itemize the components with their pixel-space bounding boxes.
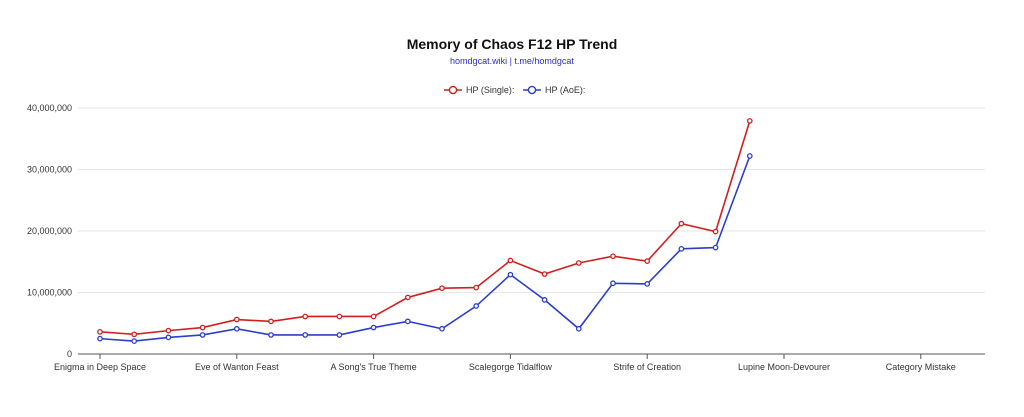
data-point[interactable] <box>404 318 411 325</box>
y-tick-label: 40,000,000 <box>27 103 72 113</box>
legend-marker <box>527 85 537 95</box>
y-tick-label: 10,000,000 <box>27 288 72 298</box>
series-hp-single <box>97 118 753 338</box>
data-point[interactable] <box>712 244 719 251</box>
axes: 0 10,000,000 20,000,000 30,000,000 40,000,00… <box>27 103 985 372</box>
x-tick-label: Strife of Creation <box>613 362 681 372</box>
data-point[interactable] <box>370 324 377 331</box>
data-point[interactable] <box>131 338 138 344</box>
data-point[interactable] <box>404 294 411 301</box>
data-point[interactable] <box>233 325 240 332</box>
x-tick-label: A Song's True Theme <box>331 362 417 372</box>
x-tick-label: Category Mistake <box>886 362 956 372</box>
series-lines <box>97 118 753 344</box>
data-point[interactable] <box>678 245 685 252</box>
y-tick-label: 0 <box>67 349 72 359</box>
y-tick-label: 30,000,000 <box>27 165 72 175</box>
x-tick-label: Scalegorge Tidalflow <box>469 362 553 372</box>
x-tick-label: Lupine Moon-Devourer <box>738 362 830 372</box>
data-point[interactable] <box>199 332 206 338</box>
y-tick-label: 20,000,000 <box>27 226 72 236</box>
legend[interactable]: HP (Single): HP (AoE): <box>444 85 585 95</box>
data-point[interactable] <box>439 325 445 332</box>
data-point[interactable] <box>233 316 240 323</box>
grid-lines <box>78 107 985 293</box>
series-line <box>99 120 751 336</box>
data-point[interactable] <box>610 280 616 287</box>
data-point[interactable] <box>165 327 172 334</box>
data-point[interactable] <box>644 258 651 264</box>
data-point[interactable] <box>97 329 103 335</box>
data-point[interactable] <box>473 284 480 291</box>
data-point[interactable] <box>678 220 685 227</box>
data-point[interactable] <box>541 271 548 277</box>
data-point[interactable] <box>302 332 309 338</box>
data-point[interactable] <box>644 281 651 287</box>
data-point[interactable] <box>712 228 719 235</box>
data-point[interactable] <box>165 334 172 341</box>
data-point[interactable] <box>439 285 445 292</box>
x-tick-label: Eve of Wanton Feast <box>195 362 279 372</box>
data-point[interactable] <box>336 332 343 338</box>
data-point[interactable] <box>268 318 274 325</box>
legend-item-hp-aoe[interactable]: HP (AoE): <box>523 85 585 95</box>
data-point[interactable] <box>473 303 480 309</box>
data-point[interactable] <box>507 271 514 278</box>
data-point[interactable] <box>302 313 309 320</box>
data-point[interactable] <box>746 153 753 159</box>
legend-marker <box>448 85 458 95</box>
data-point[interactable] <box>97 335 103 342</box>
data-point[interactable] <box>507 257 514 264</box>
chart-subtitle[interactable]: homdgcat.wiki | t.me/homdgcat <box>450 56 574 66</box>
data-point[interactable] <box>370 313 377 320</box>
data-point[interactable] <box>746 118 753 124</box>
x-tick-label: Enigma in Deep Space <box>54 362 146 372</box>
legend-label: HP (Single): <box>466 85 514 95</box>
chart-title: Memory of Chaos F12 HP Trend <box>406 36 618 52</box>
data-point[interactable] <box>575 325 582 332</box>
data-point[interactable] <box>610 253 616 260</box>
legend-item-hp-single[interactable]: HP (Single): <box>444 85 514 95</box>
data-point[interactable] <box>541 297 548 303</box>
data-point[interactable] <box>575 260 582 266</box>
series-hp-aoe <box>97 153 753 344</box>
series-line <box>99 155 751 342</box>
data-point[interactable] <box>268 332 274 338</box>
data-point[interactable] <box>336 313 343 320</box>
data-point[interactable] <box>199 324 206 331</box>
data-point[interactable] <box>131 331 138 338</box>
legend-label: HP (AoE): <box>545 85 585 95</box>
